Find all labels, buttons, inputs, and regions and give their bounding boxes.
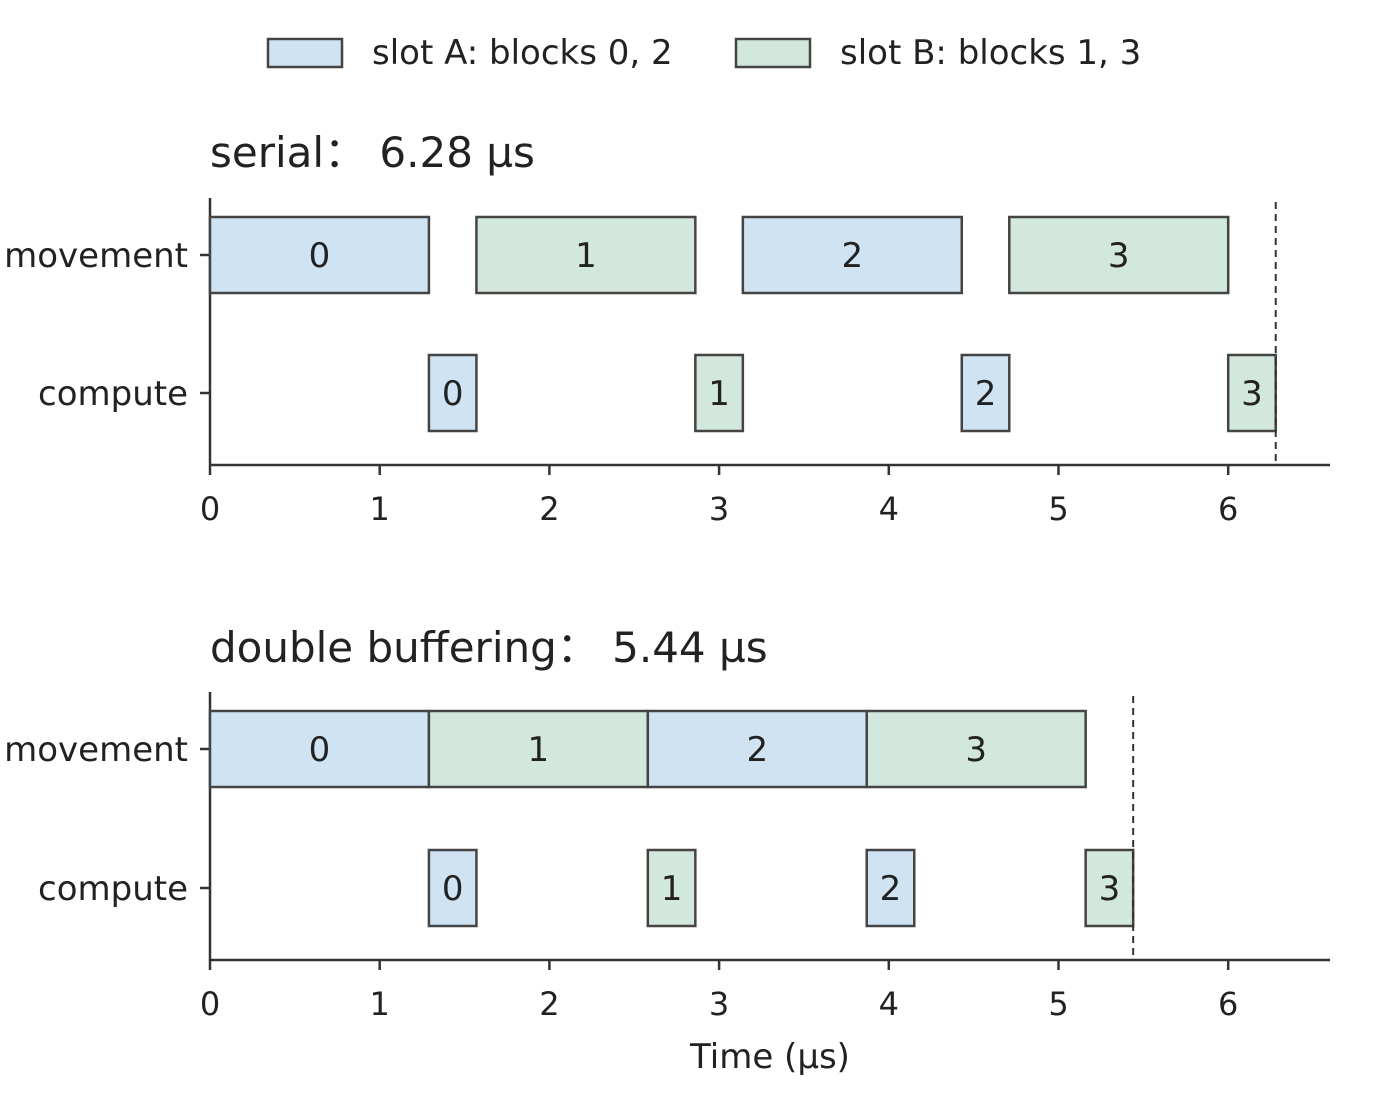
compute-block-label-1: 1 (708, 374, 730, 414)
movement-block-0 (208, 215, 431, 295)
movement-block-label-2: 2 (746, 730, 768, 770)
x-tick-label: 0 (200, 985, 220, 1023)
movement-block-label-1: 1 (575, 236, 597, 276)
x-tick-label: 6 (1218, 490, 1238, 528)
movement-block-2 (646, 709, 868, 789)
movement-block-1 (475, 215, 697, 295)
panels: serial： 6.28 µs movement compute 0 1 2 3 4 5 6 0 0 1… (4, 128, 1331, 1077)
x-axis-label: Time (µs) (689, 1037, 850, 1077)
compute-block-0 (427, 848, 478, 928)
movement-block-label-0: 0 (309, 236, 331, 276)
movement-block-label-3: 3 (965, 730, 987, 770)
compute-block-label-3: 3 (1099, 869, 1121, 909)
x-tick-label: 1 (370, 490, 390, 528)
compute-block-label-3: 3 (1241, 374, 1263, 414)
x-tick-label: 4 (879, 985, 899, 1023)
panel-title: double buffering： 5.44 µs (210, 623, 768, 672)
movement-block-0 (208, 709, 431, 789)
panel-0: serial： 6.28 µs movement compute 0 1 2 3 4 5 6 0 0 1… (4, 128, 1331, 528)
legend-swatch-0 (266, 37, 344, 69)
x-tick-label: 5 (1048, 985, 1068, 1023)
y-tick-label-movement: movement (4, 730, 188, 770)
movement-block-label-2: 2 (841, 236, 863, 276)
compute-block-label-1: 1 (661, 869, 683, 909)
panel-title: serial： 6.28 µs (210, 128, 535, 177)
compute-block-label-0: 0 (442, 374, 464, 414)
compute-block-2 (960, 353, 1011, 433)
x-tick-label: 4 (879, 490, 899, 528)
x-tick-label: 1 (370, 985, 390, 1023)
compute-block-label-2: 2 (880, 869, 902, 909)
movement-block-label-3: 3 (1108, 236, 1130, 276)
y-tick-label-compute: compute (38, 374, 188, 414)
compute-block-0 (427, 353, 478, 433)
movement-block-label-0: 0 (309, 730, 331, 770)
compute-block-2 (865, 848, 916, 928)
compute-block-1 (694, 353, 745, 433)
legend: slot A: blocks 0, 2 slot B: blocks 1, 3 (266, 33, 1141, 73)
x-tick-label: 2 (539, 985, 559, 1023)
x-tick-label: 2 (539, 490, 559, 528)
movement-block-label-1: 1 (528, 730, 550, 770)
legend-swatch-1 (734, 37, 812, 69)
legend-label-1: slot B: blocks 1, 3 (840, 33, 1141, 73)
compute-block-label-2: 2 (975, 374, 997, 414)
x-tick-label: 3 (709, 985, 729, 1023)
x-tick-label: 6 (1218, 985, 1238, 1023)
compute-block-1 (646, 848, 697, 928)
movement-block-1 (427, 709, 650, 789)
compute-block-3 (1226, 353, 1277, 433)
panel-1: double buffering： 5.44 µs movement compute… (4, 623, 1331, 1077)
legend-label-0: slot A: blocks 0, 2 (372, 33, 673, 73)
movement-block-3 (865, 709, 1087, 789)
x-tick-label: 5 (1048, 490, 1068, 528)
y-tick-label-movement: movement (4, 236, 188, 276)
movement-block-3 (1008, 215, 1230, 295)
movement-block-2 (741, 215, 964, 295)
compute-block-label-0: 0 (442, 869, 464, 909)
x-tick-label: 3 (709, 490, 729, 528)
x-tick-label: 0 (200, 490, 220, 528)
y-tick-label-compute: compute (38, 869, 188, 909)
